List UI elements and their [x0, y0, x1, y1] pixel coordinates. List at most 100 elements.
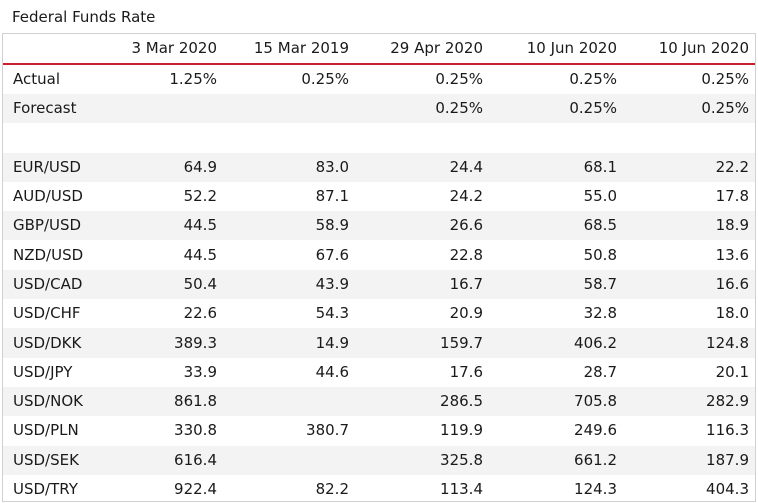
header-row: 3 Mar 2020 15 Mar 2019 29 Apr 2020 10 Jun 2… — [3, 34, 755, 65]
table-row: Actual 1.25% 0.25% 0.25% 0.25% 0.25% — [3, 64, 755, 94]
table-cell: 26.6 — [355, 211, 489, 241]
table-row: USD/JPY 33.9 44.6 17.6 28.7 20.1 — [3, 358, 755, 387]
row-label: USD/JPY — [13, 362, 73, 381]
table-cell: 389.3 — [95, 328, 223, 358]
table-cell: 0.25% — [301, 70, 349, 88]
table-cell — [95, 123, 223, 152]
row-label: USD/TRY — [13, 480, 78, 498]
table-row: GBP/USD 44.5 58.9 26.6 68.5 18.9 — [3, 211, 755, 241]
table-cell: 282.9 — [623, 386, 755, 417]
table-cell: 406.2 — [489, 328, 623, 358]
table-row: EUR/USD 64.9 83.0 24.4 68.1 22.2 — [3, 152, 755, 182]
table-cell: 24.4 — [355, 152, 489, 182]
table-row: USD/DKK 389.3 14.9 159.7 406.2 124.8 — [3, 328, 755, 358]
table-cell: 22.2 — [623, 152, 755, 182]
table-cell: 82.2 — [315, 480, 349, 498]
table-row: USD/SEK 616.4 325.8 661.2 187.9 — [3, 445, 755, 475]
row-label: EUR/USD — [3, 152, 95, 182]
row-label: USD/CAD — [3, 269, 95, 300]
table-cell — [623, 123, 755, 152]
table-cell: 16.7 — [355, 269, 489, 300]
row-label: USD/DKK — [3, 328, 95, 358]
table-cell: 44.6 — [315, 362, 349, 381]
table-cell: 22.6 — [183, 304, 217, 323]
table-cell: 17.6 — [449, 362, 483, 381]
table-cell: 33.9 — [183, 362, 217, 381]
table-cell: 50.4 — [95, 269, 223, 300]
page-title: Federal Funds Rate — [12, 8, 156, 26]
table-cell: 68.1 — [489, 152, 623, 182]
row-label: USD/SEK — [3, 445, 95, 475]
table-cell: 1.25% — [169, 70, 217, 88]
table-cell: 159.7 — [355, 328, 489, 358]
table-cell: 18.0 — [715, 304, 749, 323]
table-cell: 404.3 — [706, 480, 749, 498]
row-label: USD/PLN — [13, 421, 79, 440]
header-corner — [3, 34, 95, 65]
table-cell: 32.8 — [583, 304, 617, 323]
table-cell: 0.25% — [701, 70, 749, 88]
table-cell: 380.7 — [306, 421, 349, 440]
table-row: USD/CAD 50.4 43.9 16.7 58.7 16.6 — [3, 269, 755, 300]
table-cell — [355, 123, 489, 152]
table-cell: 16.6 — [623, 269, 755, 300]
table-row: USD/CHF 22.6 54.3 20.9 32.8 18.0 — [3, 299, 755, 328]
table-cell — [95, 94, 223, 124]
table-cell: 113.4 — [440, 480, 483, 498]
table-row: USD/TRY 922.4 82.2 113.4 124.3 404.3 — [3, 475, 755, 501]
row-label: USD/NOK — [3, 386, 95, 417]
table-cell: 922.4 — [174, 480, 217, 498]
table-body: Actual 1.25% 0.25% 0.25% 0.25% 0.25% Forecast 0… — [3, 64, 755, 501]
table-cell: 14.9 — [223, 328, 355, 358]
row-label: Actual — [13, 70, 60, 88]
table-cell: 44.5 — [183, 245, 217, 264]
table-row: Forecast 0.25% 0.25% 0.25% — [3, 94, 755, 124]
table-cell: 325.8 — [355, 445, 489, 475]
column-header: 10 Jun 2020 — [623, 34, 755, 65]
table-cell: 124.3 — [574, 480, 617, 498]
table-cell: 83.0 — [223, 152, 355, 182]
table-cell: 0.25% — [435, 70, 483, 88]
row-label: USD/CHF — [13, 304, 81, 323]
table-cell: 22.8 — [449, 245, 483, 264]
table-row: USD/PLN 330.8 380.7 119.9 249.6 116.3 — [3, 416, 755, 445]
column-header: 29 Apr 2020 — [355, 34, 489, 65]
table-cell: 616.4 — [95, 445, 223, 475]
table-cell — [223, 386, 355, 417]
table-cell — [223, 445, 355, 475]
column-header: 10 Jun 2020 — [489, 34, 623, 65]
table-cell: 68.5 — [489, 211, 623, 241]
table-frame: 3 Mar 2020 15 Mar 2019 29 Apr 2020 10 Jun 2… — [2, 33, 756, 502]
table-row: AUD/USD 52.2 87.1 24.2 55.0 17.8 — [3, 182, 755, 211]
table-cell: 249.6 — [574, 421, 617, 440]
table-row: NZD/USD 44.5 67.6 22.8 50.8 13.6 — [3, 240, 755, 269]
table-cell: 18.9 — [623, 211, 755, 241]
table-cell: 116.3 — [706, 421, 749, 440]
table-cell: 24.2 — [449, 187, 483, 206]
row-label: AUD/USD — [13, 187, 83, 206]
table-cell: 861.8 — [95, 386, 223, 417]
column-header: 3 Mar 2020 — [95, 34, 223, 65]
table-row — [3, 123, 755, 152]
table-cell: 87.1 — [315, 187, 349, 206]
table-cell: 0.25% — [489, 94, 623, 124]
row-label: Forecast — [3, 94, 95, 124]
table-cell: 64.9 — [95, 152, 223, 182]
table-cell — [223, 94, 355, 124]
row-label: NZD/USD — [13, 245, 84, 264]
table-cell — [489, 123, 623, 152]
table-cell: 187.9 — [623, 445, 755, 475]
table-cell: 44.5 — [95, 211, 223, 241]
column-header: 15 Mar 2019 — [223, 34, 355, 65]
row-label: GBP/USD — [3, 211, 95, 241]
rates-table: 3 Mar 2020 15 Mar 2019 29 Apr 2020 10 Jun 2… — [3, 34, 755, 501]
table-cell: 0.25% — [569, 70, 617, 88]
table-cell: 705.8 — [489, 386, 623, 417]
table-cell: 330.8 — [174, 421, 217, 440]
table-cell: 50.8 — [583, 245, 617, 264]
row-label — [3, 123, 95, 152]
table-cell: 52.2 — [183, 187, 217, 206]
table-cell: 17.8 — [715, 187, 749, 206]
table-cell: 58.7 — [489, 269, 623, 300]
table-cell: 28.7 — [583, 362, 617, 381]
